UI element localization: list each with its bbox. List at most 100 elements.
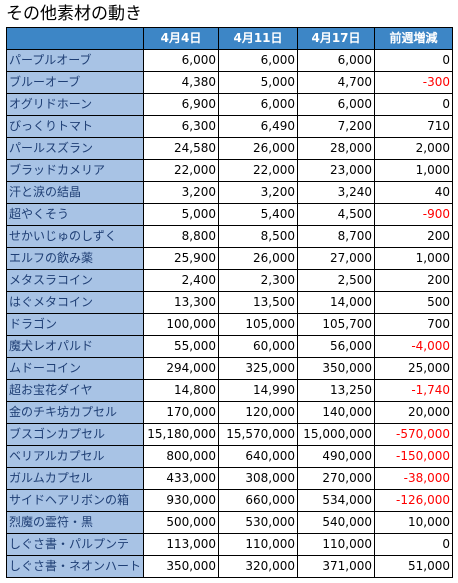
change-cell: 1,000 <box>374 159 453 182</box>
table-row: しぐさ書・パルプンテ 113,000 110,000 110,000 0 <box>6 533 453 556</box>
price-cell-apr11: 325,000 <box>218 357 298 380</box>
table-row: ドラゴン 100,000 105,000 105,700 700 <box>6 313 453 336</box>
table-row: パールスズラン 24,580 26,000 28,000 2,000 <box>6 137 453 160</box>
price-cell-apr17: 14,000 <box>297 291 375 314</box>
item-name-cell: 汗と涙の結晶 <box>6 181 144 204</box>
item-name-cell: パープルオーブ <box>6 49 144 72</box>
header-date-2: 4月11日 <box>218 27 298 50</box>
price-cell-apr11: 120,000 <box>218 401 298 424</box>
price-cell-apr4: 22,000 <box>143 159 219 182</box>
item-name-cell: オグリドホーン <box>6 93 144 116</box>
price-cell-apr17: 350,000 <box>297 357 375 380</box>
price-cell-apr17: 490,000 <box>297 445 375 468</box>
item-name-cell: ベリアルカプセル <box>6 445 144 468</box>
change-cell: -300 <box>374 71 453 94</box>
price-cell-apr4: 3,200 <box>143 181 219 204</box>
item-name-cell: ムドーコイン <box>6 357 144 380</box>
table-row: オグリドホーン 6,900 6,000 6,000 0 <box>6 93 453 116</box>
price-cell-apr4: 5,000 <box>143 203 219 226</box>
price-cell-apr4: 13,300 <box>143 291 219 314</box>
table-row: メタスラコイン 2,400 2,300 2,500 200 <box>6 269 453 292</box>
price-cell-apr4: 15,180,000 <box>143 423 219 446</box>
change-cell: 0 <box>374 49 453 72</box>
price-cell-apr11: 110,000 <box>218 533 298 556</box>
price-cell-apr11: 60,000 <box>218 335 298 358</box>
price-cell-apr4: 25,900 <box>143 247 219 270</box>
table-row: せかいじゅのしずく 8,800 8,500 8,700 200 <box>6 225 453 248</box>
price-table: 4月4日 4月11日 4月17日 前週増減 パープルオーブ 6,000 6,000 6… <box>6 27 453 578</box>
price-cell-apr17: 4,500 <box>297 203 375 226</box>
price-cell-apr11: 5,400 <box>218 203 298 226</box>
price-cell-apr4: 8,800 <box>143 225 219 248</box>
price-cell-apr4: 433,000 <box>143 467 219 490</box>
item-name-cell: パールスズラン <box>6 137 144 160</box>
header-item <box>6 27 144 50</box>
item-name-cell: ドラゴン <box>6 313 144 336</box>
price-cell-apr17: 6,000 <box>297 49 375 72</box>
table-row: 魔犬レオパルド 55,000 60,000 56,000 -4,000 <box>6 335 453 358</box>
price-cell-apr17: 56,000 <box>297 335 375 358</box>
change-cell: 25,000 <box>374 357 453 380</box>
item-name-cell: ブスゴンカプセル <box>6 423 144 446</box>
item-name-cell: ブルーオーブ <box>6 71 144 94</box>
price-cell-apr11: 308,000 <box>218 467 298 490</box>
table-row: びっくりトマト 6,300 6,490 7,200 710 <box>6 115 453 138</box>
price-cell-apr17: 6,000 <box>297 93 375 116</box>
table-row: ガルムカプセル 433,000 308,000 270,000 -38,000 <box>6 467 453 490</box>
price-cell-apr17: 2,500 <box>297 269 375 292</box>
table-row: ムドーコイン 294,000 325,000 350,000 25,000 <box>6 357 453 380</box>
item-name-cell: 超やくそう <box>6 203 144 226</box>
price-cell-apr11: 22,000 <box>218 159 298 182</box>
item-name-cell: びっくりトマト <box>6 115 144 138</box>
change-cell: -900 <box>374 203 453 226</box>
price-cell-apr17: 371,000 <box>297 555 375 578</box>
change-cell: 51,000 <box>374 555 453 578</box>
price-cell-apr11: 26,000 <box>218 247 298 270</box>
price-cell-apr17: 13,250 <box>297 379 375 402</box>
price-cell-apr17: 534,000 <box>297 489 375 512</box>
price-cell-apr17: 110,000 <box>297 533 375 556</box>
price-cell-apr17: 28,000 <box>297 137 375 160</box>
price-cell-apr4: 55,000 <box>143 335 219 358</box>
price-cell-apr11: 105,000 <box>218 313 298 336</box>
item-name-cell: メタスラコイン <box>6 269 144 292</box>
price-cell-apr17: 540,000 <box>297 511 375 534</box>
price-cell-apr11: 3,200 <box>218 181 298 204</box>
price-cell-apr11: 6,000 <box>218 93 298 116</box>
price-cell-apr11: 13,500 <box>218 291 298 314</box>
price-cell-apr11: 660,000 <box>218 489 298 512</box>
change-cell: -126,000 <box>374 489 453 512</box>
item-name-cell: しぐさ書・パルプンテ <box>6 533 144 556</box>
table-row: 汗と涙の結晶 3,200 3,200 3,240 40 <box>6 181 453 204</box>
price-cell-apr17: 105,700 <box>297 313 375 336</box>
price-cell-apr11: 26,000 <box>218 137 298 160</box>
price-cell-apr4: 2,400 <box>143 269 219 292</box>
item-name-cell: 金のチキ坊カプセル <box>6 401 144 424</box>
price-cell-apr11: 6,490 <box>218 115 298 138</box>
price-cell-apr11: 530,000 <box>218 511 298 534</box>
price-cell-apr4: 6,900 <box>143 93 219 116</box>
header-date-1: 4月4日 <box>143 27 219 50</box>
change-cell: 1,000 <box>374 247 453 270</box>
item-name-cell: エルフの飲み薬 <box>6 247 144 270</box>
item-name-cell: せかいじゅのしずく <box>6 225 144 248</box>
change-cell: -4,000 <box>374 335 453 358</box>
price-cell-apr11: 640,000 <box>218 445 298 468</box>
table-row: サイドヘアリボンの箱 930,000 660,000 534,000 -126,000 <box>6 489 453 512</box>
item-name-cell: はぐメタコイン <box>6 291 144 314</box>
change-cell: 200 <box>374 269 453 292</box>
table-row: はぐメタコイン 13,300 13,500 14,000 500 <box>6 291 453 314</box>
table-row: エルフの飲み薬 25,900 26,000 27,000 1,000 <box>6 247 453 270</box>
change-cell: -150,000 <box>374 445 453 468</box>
price-cell-apr4: 500,000 <box>143 511 219 534</box>
change-cell: -570,000 <box>374 423 453 446</box>
table-row: しぐさ書・ネオンハート 350,000 320,000 371,000 51,000 <box>6 555 453 578</box>
price-cell-apr11: 5,000 <box>218 71 298 94</box>
header-change: 前週増減 <box>374 27 453 50</box>
price-cell-apr4: 170,000 <box>143 401 219 424</box>
item-name-cell: ガルムカプセル <box>6 467 144 490</box>
table-row: ブラッドカメリア 22,000 22,000 23,000 1,000 <box>6 159 453 182</box>
item-name-cell: ブラッドカメリア <box>6 159 144 182</box>
price-cell-apr11: 14,990 <box>218 379 298 402</box>
table-row: 烈魔の霊符・黒 500,000 530,000 540,000 10,000 <box>6 511 453 534</box>
